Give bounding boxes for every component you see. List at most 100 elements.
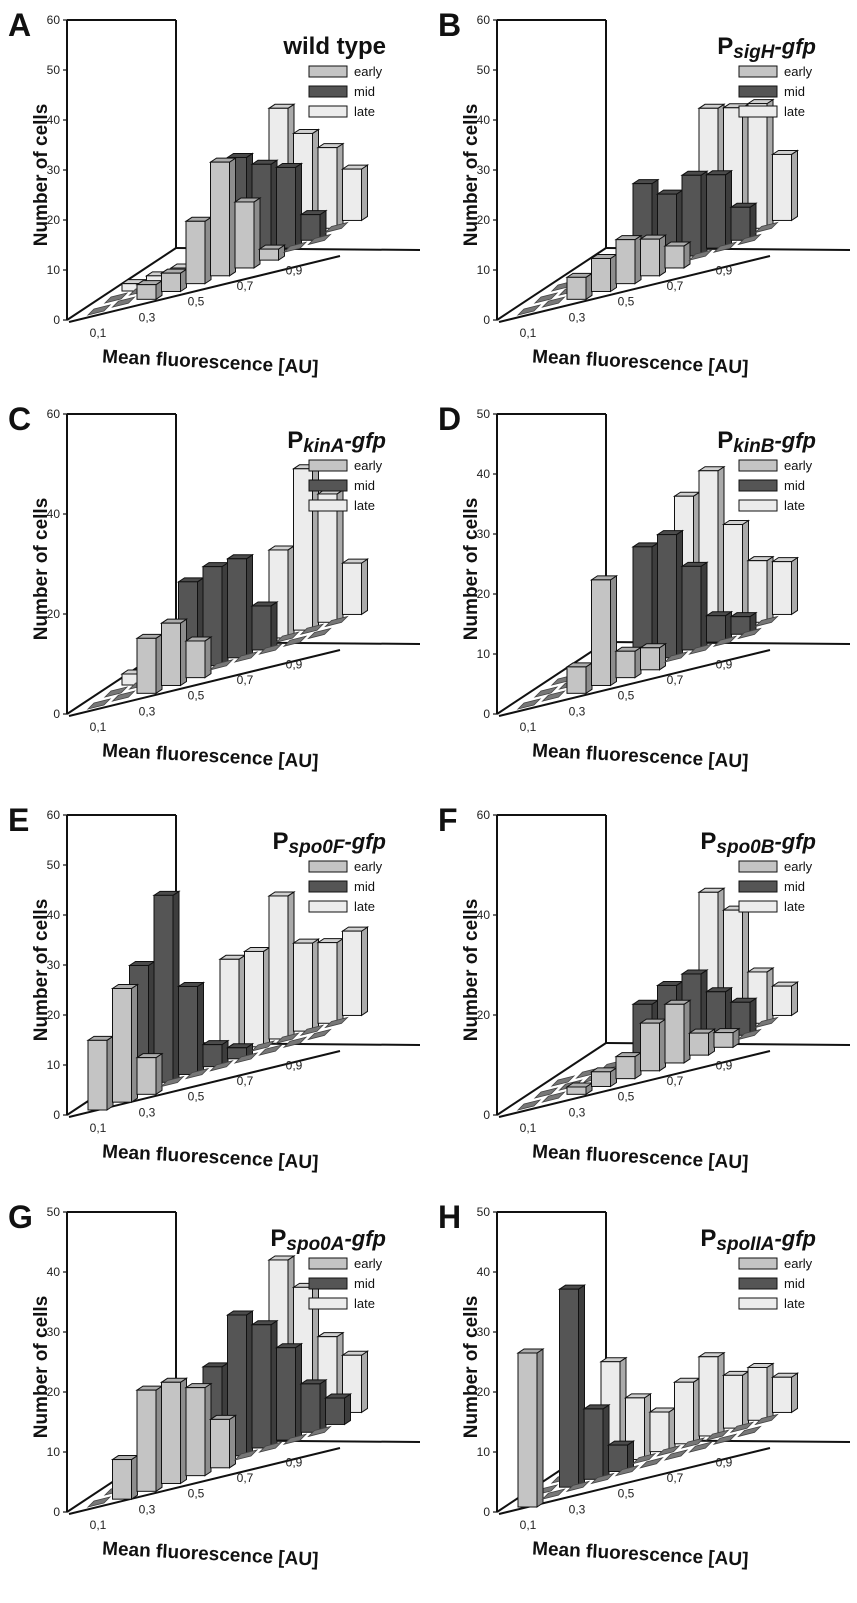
bar-side xyxy=(791,149,798,222)
bar xyxy=(664,245,685,269)
title-prefix: P xyxy=(273,828,289,855)
title-gene: spo0B xyxy=(716,837,774,858)
legend-swatch xyxy=(738,479,778,492)
legend-label: late xyxy=(784,1296,805,1311)
y-tick-label: 40 xyxy=(477,113,491,127)
x-tick-label: 0,5 xyxy=(618,1090,635,1104)
y-axis-title: Number of cells xyxy=(31,1296,52,1439)
bar-side xyxy=(361,1350,368,1414)
x-axis-title: Mean fluorescence [AU] xyxy=(102,346,319,378)
y-tick-label: 60 xyxy=(47,808,61,822)
y-tick-label: 40 xyxy=(47,507,61,521)
legend-swatch xyxy=(738,85,778,98)
x-axis-line xyxy=(68,1447,341,1515)
bar xyxy=(178,985,198,1075)
x-tick-label: 0,9 xyxy=(716,1058,733,1072)
bar xyxy=(317,493,338,623)
bar xyxy=(185,640,206,679)
bar-side xyxy=(361,926,368,1017)
floor-tile xyxy=(299,623,325,636)
bar xyxy=(615,650,636,679)
y-tick-label: 20 xyxy=(477,1008,491,1022)
y-tick-label: 30 xyxy=(477,163,491,177)
bar xyxy=(185,1387,206,1477)
y-tick-label: 0 xyxy=(483,707,490,721)
floor-tile xyxy=(729,1421,755,1434)
floor-tile xyxy=(516,698,542,710)
y-axis-title: Number of cells xyxy=(31,899,52,1042)
legend-swatch xyxy=(308,900,348,913)
bar xyxy=(136,637,157,694)
x-tick-label: 0,3 xyxy=(139,310,156,324)
x-axis-title: Mean fluorescence [AU] xyxy=(532,346,749,378)
title-prefix: P xyxy=(700,1225,716,1252)
bar-side xyxy=(749,202,757,242)
x-tick-label: 0,3 xyxy=(139,704,156,718)
floor-tile xyxy=(688,249,713,261)
legend-swatch xyxy=(308,105,348,118)
x-tick-label: 0,5 xyxy=(618,1487,635,1501)
bar-side xyxy=(344,1393,351,1426)
panel-letter: E xyxy=(8,802,29,838)
panel-letter: A xyxy=(8,7,31,43)
bar xyxy=(772,1376,792,1413)
title-gene: kinA xyxy=(303,436,344,457)
bar xyxy=(161,1381,181,1484)
floor-tile xyxy=(250,1040,276,1052)
bar xyxy=(640,238,660,277)
x-tick-label: 0,7 xyxy=(667,1471,684,1485)
bar xyxy=(681,565,702,651)
chart-title: Pspo0F-gfp xyxy=(273,828,387,858)
x-tick-label: 0,5 xyxy=(188,1090,205,1104)
x-axis-line xyxy=(498,1050,771,1118)
chart-panel-f: 0 20 40 60 0,1 0,3 0,5 0,7 0,9 Mean fluorescence … xyxy=(438,802,851,1174)
bar xyxy=(591,579,611,686)
x-tick-label: 0,7 xyxy=(667,1074,684,1088)
floor-tile xyxy=(712,1433,738,1446)
y-tick-label: 40 xyxy=(477,1265,491,1279)
legend-swatch xyxy=(308,860,348,873)
panel-letter: C xyxy=(8,401,31,437)
floor-tile xyxy=(533,686,559,698)
chart-panel-g: 0 10 20 30 40 50 0,1 0,3 0,5 0,7 0,9 Mean fluoresce… xyxy=(8,1199,421,1571)
legend-swatch xyxy=(738,880,778,893)
legend-label: early xyxy=(354,64,383,79)
bar xyxy=(259,248,279,261)
legend-label: late xyxy=(784,899,805,914)
y-tick-label: 10 xyxy=(477,1445,491,1459)
x-tick-label: 0,5 xyxy=(618,295,635,309)
bar xyxy=(723,1374,743,1429)
floor-tile xyxy=(307,1028,332,1041)
bar xyxy=(706,615,726,643)
legend-label: early xyxy=(784,458,813,473)
title-gene: kinB xyxy=(733,436,774,457)
legend-swatch xyxy=(738,105,778,118)
floor-tile xyxy=(307,627,332,640)
y-axis-title: Number of cells xyxy=(31,498,52,641)
y-axis-title: Number of cells xyxy=(461,1296,482,1439)
chart-title: PkinA-gfp xyxy=(287,427,386,457)
y-tick-label: 50 xyxy=(477,1205,491,1219)
panel-letter: H xyxy=(438,1199,461,1235)
y-tick-label: 0 xyxy=(483,1108,490,1122)
bar-side xyxy=(361,558,368,616)
floor-tile xyxy=(688,1441,713,1453)
bar xyxy=(674,1381,694,1445)
floor-tile xyxy=(663,651,689,663)
floor-tile xyxy=(754,1413,779,1426)
floor-tile xyxy=(184,1067,210,1080)
bar xyxy=(566,276,587,300)
floor-tile xyxy=(103,292,129,304)
x-tick-label: 0,3 xyxy=(569,310,586,324)
bar xyxy=(517,1352,538,1508)
y-tick-label: 0 xyxy=(53,1108,60,1122)
title-gene: spo0A xyxy=(286,1234,344,1255)
bar xyxy=(640,647,660,671)
bar xyxy=(202,1044,223,1068)
y-tick-label: 40 xyxy=(47,1265,61,1279)
y-tick-label: 60 xyxy=(47,13,61,27)
bar xyxy=(300,214,321,241)
legend-label: mid xyxy=(784,1276,805,1291)
legend-label: late xyxy=(784,104,805,119)
